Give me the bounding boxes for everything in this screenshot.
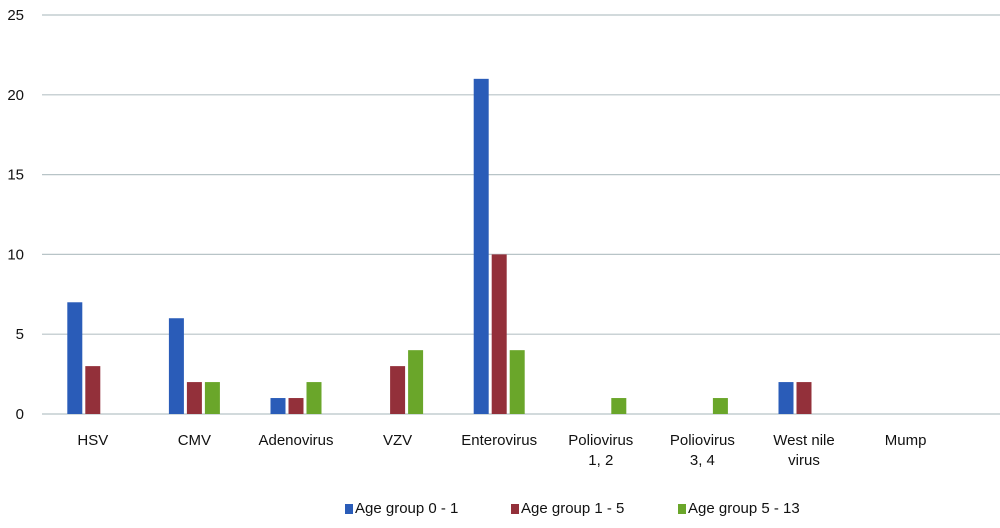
bar bbox=[306, 382, 322, 414]
y-tick-label: 20 bbox=[7, 87, 24, 104]
bar bbox=[712, 398, 728, 414]
x-category-label-line: HSV bbox=[77, 432, 108, 449]
bar bbox=[270, 398, 286, 414]
x-category-label: CMV bbox=[178, 432, 211, 449]
x-category-label-line: CMV bbox=[178, 432, 211, 449]
bar bbox=[204, 382, 220, 414]
legend-swatch bbox=[511, 504, 519, 514]
bar bbox=[778, 382, 794, 414]
x-category-label: Poliovirus 3, 4 bbox=[670, 432, 735, 469]
bar bbox=[408, 350, 424, 414]
x-category-label-line: Poliovirus bbox=[568, 432, 633, 449]
x-category-label-line: 3, 4 bbox=[690, 452, 715, 469]
x-category-label-line: Poliovirus bbox=[670, 432, 735, 449]
bar bbox=[186, 382, 202, 414]
y-tick-label: 25 bbox=[7, 7, 24, 24]
y-tick-label: 10 bbox=[7, 246, 24, 263]
bar bbox=[473, 78, 489, 414]
bar bbox=[288, 398, 304, 414]
x-category-label: Enterovirus bbox=[461, 432, 537, 449]
bar bbox=[796, 382, 812, 414]
legend-swatch bbox=[345, 504, 353, 514]
x-category-label-line: 1, 2 bbox=[588, 452, 613, 469]
x-category-label-line: VZV bbox=[383, 432, 412, 449]
bar bbox=[168, 318, 184, 414]
bars bbox=[67, 78, 812, 414]
x-category-label: Poliovirus 1, 2 bbox=[568, 432, 633, 469]
x-category-label: Adenovirus bbox=[258, 432, 333, 449]
y-tick-label: 0 bbox=[16, 406, 24, 423]
legend-swatch bbox=[678, 504, 686, 514]
gridlines bbox=[42, 14, 1000, 415]
bar bbox=[509, 350, 525, 414]
x-category-label-line: Mump bbox=[885, 432, 927, 449]
y-tick-label: 15 bbox=[7, 167, 24, 184]
x-category-label: VZV bbox=[383, 432, 412, 449]
x-category-label: West nile virus bbox=[773, 432, 834, 469]
legend-label: Age group 5 - 13 bbox=[688, 500, 800, 517]
x-axis-category-labels: HSV CMV Adenovirus VZV Enterovirus Poliovirus… bbox=[77, 432, 926, 469]
x-category-label: HSV bbox=[77, 432, 108, 449]
x-category-label-line: Enterovirus bbox=[461, 432, 537, 449]
x-category-label: Mump bbox=[885, 432, 927, 449]
x-category-label-line: virus bbox=[788, 452, 820, 469]
y-tick-label: 5 bbox=[16, 326, 24, 343]
y-axis-ticks: 0 5 10 15 20 25 bbox=[7, 7, 24, 423]
x-category-label-line: West nile bbox=[773, 432, 834, 449]
bar bbox=[85, 366, 101, 414]
bar bbox=[67, 302, 83, 414]
legend-label: Age group 0 - 1 bbox=[355, 500, 458, 517]
legend: Age group 0 - 1 Age group 1 - 5 Age group … bbox=[345, 500, 800, 517]
x-category-label-line: Adenovirus bbox=[258, 432, 333, 449]
bar bbox=[611, 398, 627, 414]
legend-label: Age group 1 - 5 bbox=[521, 500, 624, 517]
bar bbox=[390, 366, 406, 414]
bar bbox=[491, 254, 507, 414]
